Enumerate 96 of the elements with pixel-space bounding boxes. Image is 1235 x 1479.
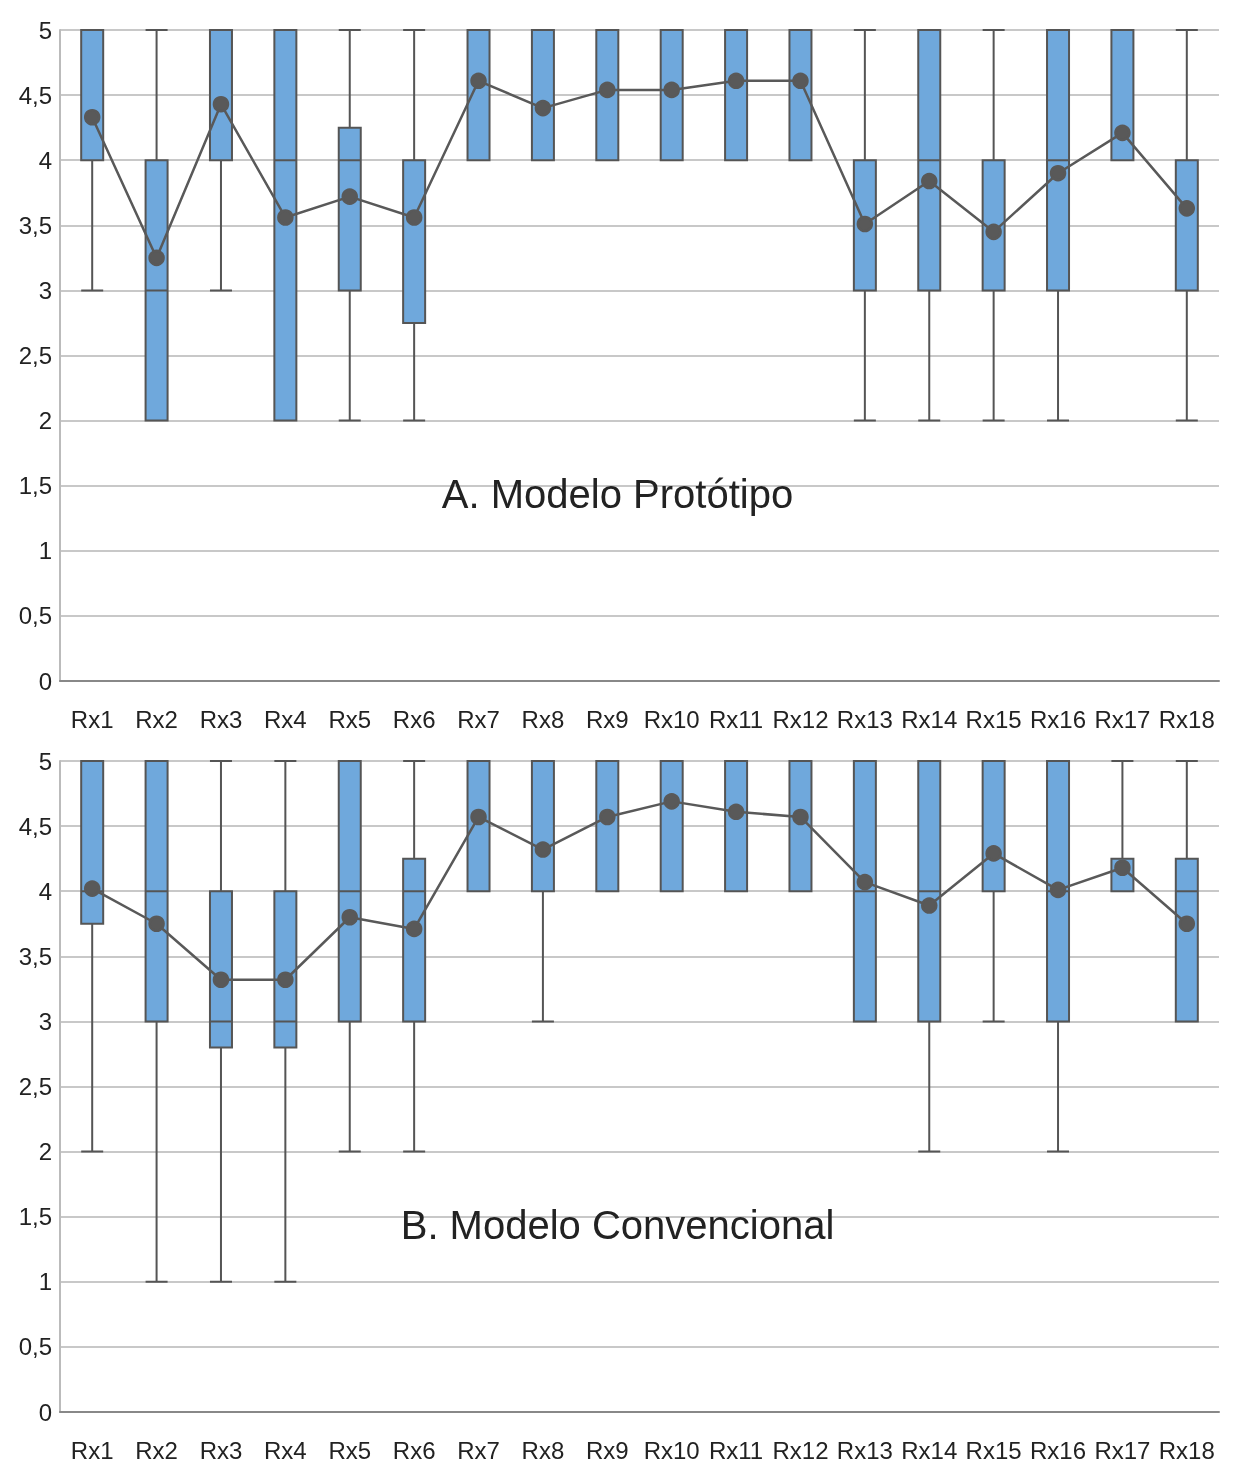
y-tick-label: 5 (38, 747, 52, 775)
y-tick-label: 2,5 (18, 342, 52, 369)
point (1049, 881, 1067, 899)
x-tick-label: Rx13 (836, 1436, 893, 1464)
point (148, 915, 165, 932)
x-tick-label: Rx18 (1158, 705, 1215, 733)
y-tick-label: 4,5 (18, 81, 52, 109)
y-tick-label: 1 (38, 537, 52, 565)
point (856, 873, 874, 891)
point (405, 209, 423, 226)
y-tick-label: 4,5 (18, 812, 52, 840)
x-tick-label: Rx8 (521, 705, 565, 733)
point (277, 971, 294, 988)
point (1049, 164, 1067, 182)
y-tick-label: 2,5 (18, 1073, 52, 1100)
x-tick-label: Rx14 (901, 705, 958, 733)
x-tick-label: Rx2 (135, 1436, 178, 1464)
y-tick-label: 2 (38, 407, 52, 435)
point (921, 897, 938, 914)
point (921, 172, 938, 190)
x-tick-label: Rx15 (965, 1436, 1022, 1464)
x-tick-label: Rx16 (1030, 1436, 1087, 1464)
point (341, 908, 358, 926)
point (277, 209, 294, 226)
x-tick-label: Rx3 (199, 705, 243, 733)
text: B. Modelo Convencional (400, 1202, 835, 1247)
x-tick-label: Rx11 (708, 1436, 764, 1464)
x-tick-label: Rx5 (328, 705, 372, 733)
x-tick-label: Rx1 (70, 1436, 114, 1464)
x-tick-label: Rx12 (772, 1436, 829, 1464)
y-tick-label: 3 (38, 1007, 52, 1035)
point (534, 99, 552, 117)
x-tick-label: Rx6 (392, 705, 436, 733)
x-tick-label: Rx12 (772, 705, 829, 733)
x-tick-label: Rx4 (264, 1436, 307, 1464)
x-tick-label: Rx13 (836, 705, 893, 733)
point (1114, 859, 1131, 877)
point (599, 81, 616, 99)
y-tick-label: 4 (38, 877, 52, 905)
x-tick-label: Rx5 (328, 1436, 372, 1464)
x-tick-label: Rx9 (585, 705, 629, 733)
x-tick-label: Rx14 (901, 1436, 958, 1464)
point (341, 188, 358, 205)
point (985, 845, 1002, 862)
x-tick-label: Rx4 (264, 705, 307, 733)
x-tick-label: Rx6 (392, 1436, 436, 1464)
point (663, 81, 680, 99)
point (470, 808, 487, 826)
point (405, 920, 423, 938)
point (212, 95, 230, 113)
point (148, 249, 165, 267)
y-tick-label: 4 (38, 146, 52, 174)
point (534, 841, 552, 858)
y-tick-label: 1,5 (18, 472, 52, 500)
y-tick-label: 1 (38, 1268, 52, 1296)
point (985, 223, 1002, 241)
text: A. Modelo Protótipo (441, 471, 794, 516)
y-tick-label: 2 (38, 1138, 52, 1166)
x-tick-label: Rx18 (1158, 1436, 1215, 1464)
y-tick-label: 5 (38, 16, 52, 44)
x-tick-label: Rx11 (708, 705, 764, 733)
point (470, 72, 487, 90)
point (792, 808, 809, 826)
point (212, 971, 230, 988)
y-tick-label: 0,5 (18, 1333, 52, 1361)
x-tick-label: Rx7 (457, 705, 500, 733)
y-tick-label: 0,5 (18, 602, 52, 630)
point (83, 108, 101, 126)
y-tick-label: 3,5 (18, 942, 52, 970)
point (663, 793, 680, 810)
point (727, 72, 745, 90)
point (792, 72, 809, 90)
x-tick-label: Rx17 (1094, 705, 1151, 733)
point (1178, 915, 1196, 932)
y-tick-label: 3,5 (18, 211, 52, 239)
x-tick-label: Rx10 (643, 705, 700, 733)
x-tick-label: Rx15 (965, 705, 1022, 733)
x-tick-label: Rx16 (1030, 705, 1087, 733)
x-tick-label: Rx9 (585, 1436, 629, 1464)
point (83, 880, 101, 897)
point (1178, 200, 1196, 217)
y-tick-label: 1,5 (18, 1203, 52, 1231)
x-tick-label: Rx2 (135, 705, 178, 733)
point (599, 808, 616, 826)
x-tick-label: Rx10 (643, 1436, 700, 1464)
point (727, 803, 745, 821)
y-tick-label: 0 (38, 667, 52, 695)
point (856, 215, 874, 233)
x-tick-label: Rx17 (1094, 1436, 1151, 1464)
y-tick-label: 3 (38, 276, 52, 304)
x-tick-label: Rx3 (199, 1436, 243, 1464)
point (1114, 124, 1131, 142)
x-tick-label: Rx7 (457, 1436, 500, 1464)
y-tick-label: 0 (38, 1398, 52, 1426)
x-tick-label: Rx8 (521, 1436, 565, 1464)
x-tick-label: Rx1 (70, 705, 114, 733)
